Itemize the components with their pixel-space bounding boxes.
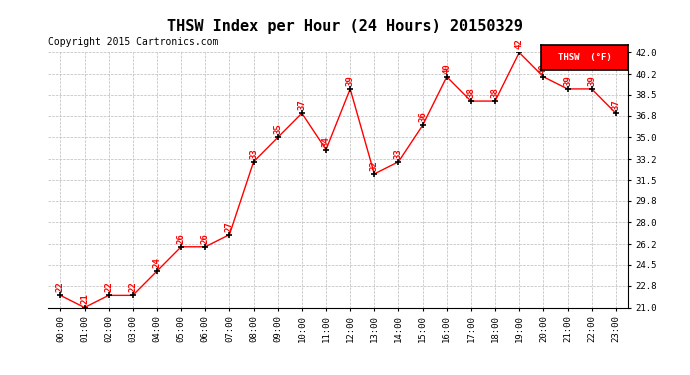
- Text: 35: 35: [273, 124, 282, 135]
- Text: 36: 36: [418, 112, 427, 122]
- Text: 37: 37: [611, 99, 620, 110]
- Text: 39: 39: [346, 75, 355, 86]
- Text: 27: 27: [225, 221, 234, 232]
- Text: 22: 22: [104, 282, 113, 292]
- Text: 39: 39: [587, 75, 596, 86]
- Text: 33: 33: [249, 148, 258, 159]
- Text: Copyright 2015 Cartronics.com: Copyright 2015 Cartronics.com: [48, 38, 219, 47]
- Text: 22: 22: [128, 282, 137, 292]
- Text: 34: 34: [322, 136, 331, 147]
- Text: THSW Index per Hour (24 Hours) 20150329: THSW Index per Hour (24 Hours) 20150329: [167, 19, 523, 34]
- Text: 21: 21: [80, 294, 89, 304]
- Text: 33: 33: [394, 148, 403, 159]
- Text: 40: 40: [539, 63, 548, 74]
- Text: 38: 38: [466, 87, 475, 98]
- Text: 26: 26: [201, 233, 210, 244]
- Text: 26: 26: [177, 233, 186, 244]
- Text: 32: 32: [370, 160, 379, 171]
- Text: 24: 24: [152, 257, 161, 268]
- Text: 22: 22: [56, 282, 65, 292]
- Text: 39: 39: [563, 75, 572, 86]
- Text: 38: 38: [491, 87, 500, 98]
- Text: 40: 40: [442, 63, 451, 74]
- Text: 42: 42: [515, 39, 524, 50]
- Text: 37: 37: [297, 99, 306, 110]
